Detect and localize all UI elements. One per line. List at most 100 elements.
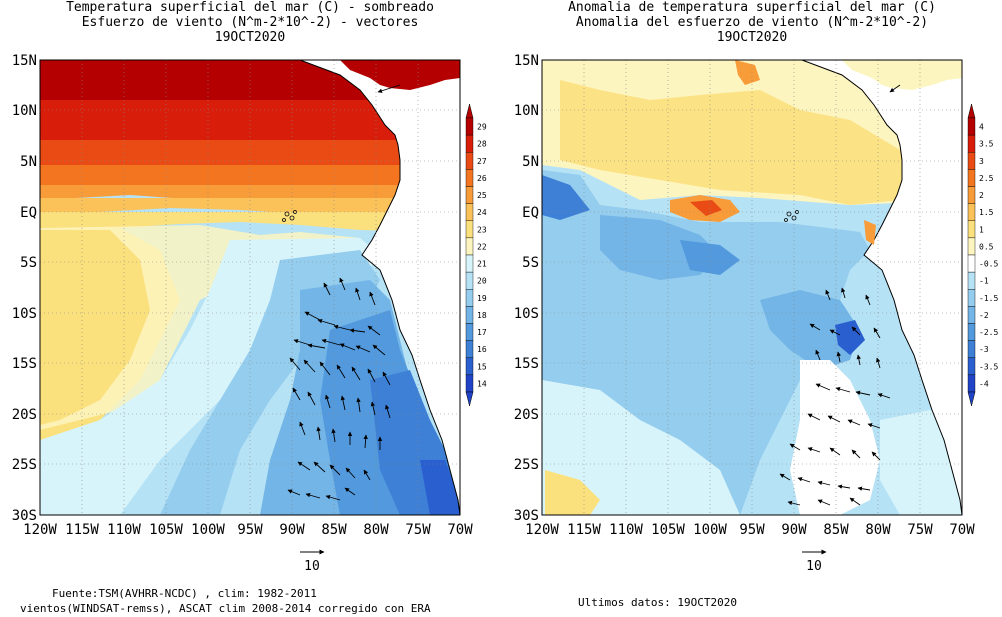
colorbar-label: -1.5 — [979, 294, 998, 303]
colorbar-swatch — [967, 254, 976, 273]
left-vector-scale: 10 — [300, 549, 325, 574]
colorbar-bottom-arrow — [967, 391, 976, 407]
left-lon-label: 90W — [279, 522, 305, 538]
left-lon-label: 100W — [191, 522, 225, 538]
colorbar-swatch — [967, 134, 976, 153]
left-lat-label: 10N — [12, 103, 37, 119]
colorbar-swatch — [465, 152, 474, 170]
right-lon-label: 85W — [823, 522, 849, 538]
left-lon-label: 85W — [321, 522, 347, 538]
right-lat-label: 15S — [514, 356, 539, 372]
colorbar-label: 3 — [979, 157, 984, 166]
colorbar-swatch — [967, 357, 976, 376]
colorbar-label: 16 — [477, 345, 487, 354]
right-lat-label: 5N — [522, 154, 539, 170]
right-panel-title: Anomalia de temperatura superficial del … — [542, 0, 962, 45]
colorbar-label: -2.5 — [979, 328, 998, 337]
colorbar-label: -2 — [979, 311, 989, 320]
colorbar-swatch — [465, 203, 474, 221]
right-lat-label: EQ — [522, 205, 539, 221]
colorbar-swatch — [967, 271, 976, 290]
colorbar-swatch — [967, 289, 976, 307]
right-lon-label: 110W — [609, 522, 643, 538]
colorbar-swatch — [465, 357, 474, 376]
right-vector-scale: 10 — [802, 549, 827, 574]
right-lon-label: 105W — [651, 522, 685, 538]
right-lat-label: 20S — [514, 407, 539, 423]
left-title-line-1: Temperatura superficial del mar (C) - so… — [66, 0, 434, 15]
right-lat-label: 10S — [514, 306, 539, 322]
colorbar-label: 19 — [477, 294, 487, 303]
colorbar-swatch — [465, 186, 474, 204]
left-wind-vectors — [287, 84, 401, 501]
right-title-line-1: Anomalia de temperatura superficial del … — [568, 0, 936, 15]
left-panel-title: Temperatura superficial del mar (C) - so… — [40, 0, 460, 45]
left-lon-label: 75W — [405, 522, 431, 538]
right-lon-label: 90W — [781, 522, 807, 538]
left-lat-label: 5N — [20, 154, 37, 170]
colorbar-swatch — [465, 169, 474, 187]
colorbar-label: 1.5 — [979, 208, 994, 217]
colorbar-swatch — [967, 117, 976, 136]
left-lat-label: 20S — [12, 407, 37, 423]
colorbar-top-arrow — [465, 103, 474, 119]
colorbar-swatch — [967, 203, 976, 221]
colorbar-label: -3 — [979, 345, 989, 354]
left-lat-label: 10S — [12, 306, 37, 322]
colorbar-swatch — [967, 237, 976, 256]
colorbar-label: 17 — [477, 328, 487, 337]
colorbar-swatch — [967, 186, 976, 204]
left-title-line-3: 19OCT2020 — [214, 30, 286, 45]
colorbar-swatch — [967, 323, 976, 341]
colorbar-swatch — [465, 254, 474, 273]
right-lon-label: 115W — [567, 522, 601, 538]
right-vector-scale-label: 10 — [806, 559, 822, 574]
right-title-line-2: Anomalia del esfuerzo de viento (N^m-2*1… — [575, 15, 929, 30]
colorbar-swatch — [967, 220, 976, 239]
colorbar-swatch — [465, 340, 474, 358]
left-lon-label: 95W — [237, 522, 263, 538]
right-map-frame — [541, 59, 963, 516]
colorbar-swatch — [465, 323, 474, 341]
left-lat-label: EQ — [20, 205, 37, 221]
right-lon-label: 70W — [949, 522, 975, 538]
left-lat-label: 30S — [12, 508, 37, 524]
right-lat-label: 5S — [522, 255, 539, 271]
right-lon-label: 100W — [693, 522, 727, 538]
left-lat-label: 25S — [12, 457, 37, 473]
colorbar-label: -3.5 — [979, 362, 998, 371]
colorbar-label: 0.5 — [979, 242, 994, 251]
left-lon-label: 115W — [65, 522, 99, 538]
right-title-line-3: 19OCT2020 — [716, 30, 788, 45]
right-wind-vectors — [779, 84, 901, 506]
left-lat-label: 15N — [12, 53, 37, 69]
right-lat-label: 30S — [514, 508, 539, 524]
left-lon-label: 110W — [107, 522, 141, 538]
colorbar-swatch — [967, 340, 976, 358]
right-colorbar: 4 3.5 3 2.5 2 1.5 1 0.5 -0.5 -1 -1.5 -2 -2.5 -3 -3.5 -4 — [967, 103, 998, 407]
colorbar-swatch — [465, 220, 474, 239]
colorbar-swatch — [465, 306, 474, 324]
colorbar-label: 2.5 — [979, 174, 994, 183]
colorbar-label: 21 — [477, 260, 487, 269]
colorbar-label: 15 — [477, 362, 487, 371]
colorbar-label: 1 — [979, 225, 984, 234]
left-lon-label: 80W — [363, 522, 389, 538]
colorbar-label: 25 — [477, 191, 487, 200]
right-lat-label: 15N — [514, 53, 539, 69]
left-map-frame — [39, 59, 461, 516]
right-lon-label: 120W — [525, 522, 559, 538]
footer-last-data: Ultimos datos: 19OCT2020 — [578, 596, 737, 609]
colorbar-label: 14 — [477, 379, 487, 388]
left-lat-label: 5S — [20, 255, 37, 271]
left-map-panel — [40, 60, 460, 515]
colorbar-swatch — [967, 152, 976, 170]
colorbar-label: 26 — [477, 174, 487, 183]
right-lon-label: 95W — [739, 522, 765, 538]
colorbar-label: -1 — [979, 277, 989, 286]
colorbar-swatch — [465, 134, 474, 153]
left-lat-label: 15S — [12, 356, 37, 372]
colorbar-bottom-arrow — [465, 391, 474, 407]
colorbar-label: 27 — [477, 157, 487, 166]
